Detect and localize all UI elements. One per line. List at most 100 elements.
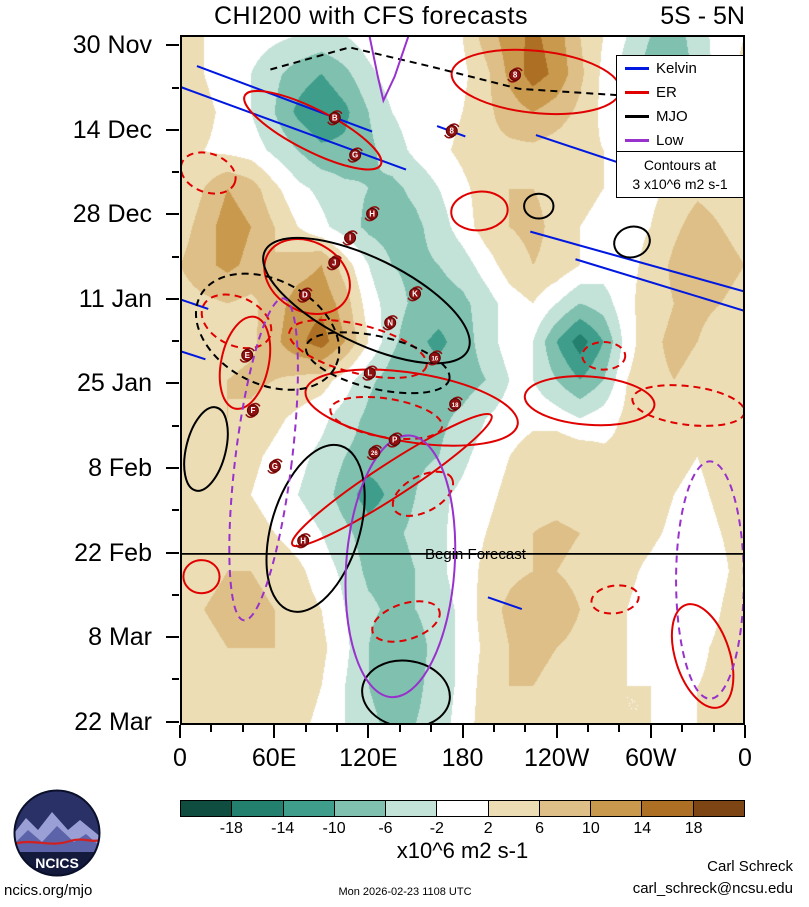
y-axis-tick bbox=[166, 720, 179, 723]
storm-icon bbox=[298, 289, 311, 302]
mjo-contour bbox=[523, 192, 555, 220]
colorbar-tick-label: 18 bbox=[684, 820, 703, 837]
kelvin-contour bbox=[575, 258, 745, 312]
logo-text: NCICS bbox=[35, 855, 79, 871]
storm-icon bbox=[428, 351, 441, 364]
storm-label: F bbox=[250, 406, 255, 415]
storm-icon bbox=[349, 149, 362, 162]
x-axis-label: 0 bbox=[738, 744, 752, 772]
legend-line-sample bbox=[625, 114, 649, 118]
x-axis-minor-tick bbox=[618, 725, 621, 732]
er-contour bbox=[290, 412, 493, 548]
storm-marker: 16 bbox=[427, 350, 443, 366]
mjo-contour bbox=[194, 272, 341, 391]
logo-ring bbox=[13, 789, 101, 877]
storm-label: 8 bbox=[450, 127, 455, 136]
storm-label: J bbox=[332, 258, 336, 267]
storm-label: 18 bbox=[452, 403, 459, 409]
colorbar-segment bbox=[386, 801, 438, 816]
storm-label: G bbox=[352, 151, 358, 160]
colorbar-tick-label: 10 bbox=[582, 820, 600, 837]
legend-series-box: Kelvin ER MJO Low bbox=[616, 55, 744, 153]
storm-icon bbox=[344, 231, 357, 244]
colorbar-tick-label: -10 bbox=[322, 820, 346, 837]
storm-marker: 18 bbox=[447, 396, 463, 412]
colorbar-tick-label: -2 bbox=[429, 820, 444, 837]
y-axis-label: 8 Feb bbox=[88, 453, 152, 482]
y-axis-minor-tick bbox=[172, 678, 179, 681]
y-axis-tick bbox=[166, 551, 179, 554]
storm-icon bbox=[388, 434, 401, 447]
x-axis-tick bbox=[461, 725, 464, 738]
storm-marker: F bbox=[245, 402, 261, 418]
er-contour bbox=[670, 603, 735, 709]
legend-line-sample bbox=[625, 90, 649, 94]
storm-icon bbox=[328, 111, 341, 124]
legend: Kelvin ER MJO Low Contours at 3 x10^6 m2 s-… bbox=[616, 55, 744, 198]
colorbar-tick-label: 2 bbox=[483, 820, 493, 837]
er-contour bbox=[450, 48, 622, 116]
y-axis-label: 8 Mar bbox=[88, 623, 152, 652]
y-axis-minor-tick bbox=[172, 509, 179, 512]
y-axis-minor-tick bbox=[172, 255, 179, 258]
y-axis-minor-tick bbox=[172, 171, 179, 174]
storm-marker: J bbox=[326, 255, 342, 271]
er-contour bbox=[371, 600, 441, 643]
storm-marker: 26 bbox=[366, 444, 383, 461]
kelvin-contour bbox=[530, 230, 745, 293]
x-axis-minor-tick bbox=[681, 725, 684, 732]
storm-marker: E bbox=[239, 347, 255, 363]
colorbar-segment bbox=[437, 801, 489, 816]
y-axis-minor-tick bbox=[172, 424, 179, 427]
low-contour bbox=[368, 35, 410, 104]
colorbar-tick-label: -6 bbox=[378, 820, 393, 837]
storm-icon bbox=[328, 256, 341, 269]
mjo-contour bbox=[183, 406, 229, 492]
storm-label: H bbox=[369, 209, 375, 218]
x-axis-tick bbox=[367, 725, 370, 738]
y-axis-label: 22 Feb bbox=[74, 538, 152, 567]
storm-marker: 8 bbox=[507, 67, 523, 83]
y-axis-tick bbox=[166, 382, 179, 385]
hovmoller-plot: Begin Forecast 8 B 8 G H I J D K N E 16 L F 18 P 26 G H Kel… bbox=[180, 35, 745, 725]
y-axis-minor-tick bbox=[172, 86, 179, 89]
er-contour bbox=[631, 384, 745, 427]
storm-marker: H bbox=[364, 206, 380, 222]
y-axis-minor-tick bbox=[172, 593, 179, 596]
y-axis-label: 25 Jan bbox=[76, 369, 152, 398]
storm-label: B bbox=[332, 113, 338, 122]
storm-marker: G bbox=[267, 458, 283, 474]
colorbar-segment bbox=[642, 801, 694, 816]
x-axis-tick bbox=[649, 725, 652, 738]
y-axis-label: 11 Jan bbox=[78, 284, 152, 313]
er-contour bbox=[304, 368, 519, 447]
x-axis-minor-tick bbox=[430, 725, 433, 732]
storm-marker: 8 bbox=[444, 123, 460, 139]
footer-email: carl_schreck@ncsu.edu bbox=[632, 880, 793, 897]
low-contour bbox=[675, 460, 745, 700]
er-contour bbox=[523, 375, 656, 427]
low-contour bbox=[228, 297, 299, 622]
mjo-contour bbox=[613, 225, 651, 259]
er-contour bbox=[590, 584, 640, 615]
colorbar-segment bbox=[181, 801, 233, 816]
footer-site-link[interactable]: ncics.org/mjo bbox=[4, 882, 93, 899]
storm-marker: K bbox=[407, 286, 423, 302]
legend-item-er: ER bbox=[617, 80, 743, 104]
x-axis-label: 180 bbox=[441, 744, 484, 772]
storm-label: K bbox=[412, 289, 418, 298]
er-contour bbox=[200, 293, 273, 350]
storm-label: H bbox=[300, 536, 306, 545]
storm-icon bbox=[297, 534, 310, 547]
er-contour bbox=[391, 470, 455, 517]
storm-label: L bbox=[367, 369, 372, 378]
y-axis-tick bbox=[166, 636, 179, 639]
y-axis-label: 28 Dec bbox=[72, 200, 152, 229]
storm-icon bbox=[363, 367, 376, 380]
storm-icon bbox=[246, 404, 259, 417]
mjo-contour bbox=[265, 443, 366, 613]
colorbar-tick-label: -18 bbox=[219, 820, 243, 837]
x-axis-tick bbox=[744, 725, 746, 738]
colorbar-segment bbox=[232, 801, 284, 816]
storm-marker: B bbox=[327, 110, 343, 126]
